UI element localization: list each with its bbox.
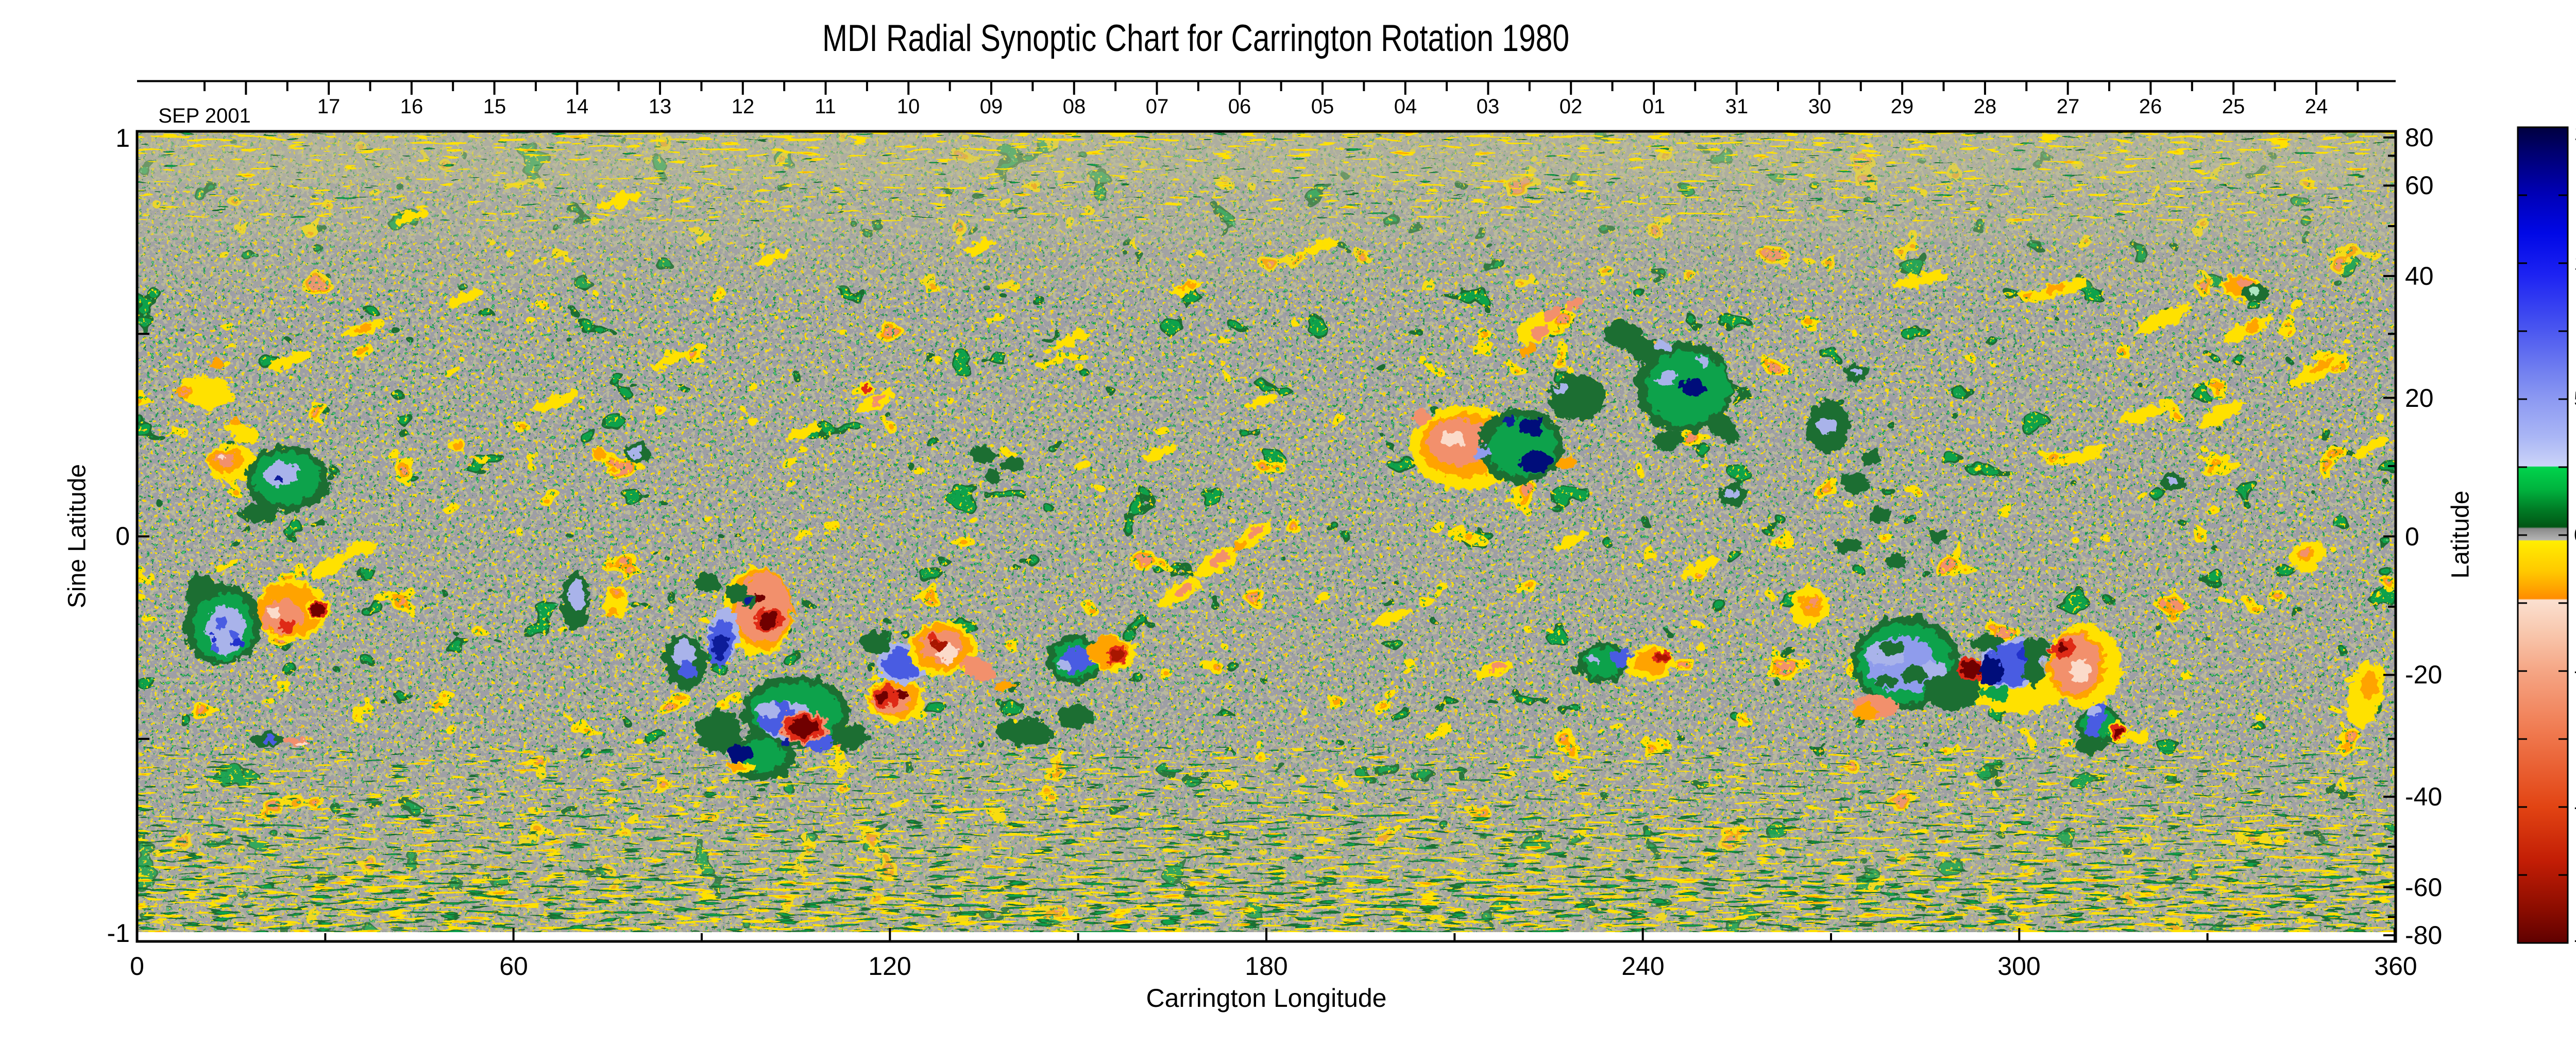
svg-text:17: 17: [317, 95, 341, 118]
svg-text:Sine Latitude: Sine Latitude: [64, 464, 91, 608]
svg-text:MDI Radial Synoptic Chart for: MDI Radial Synoptic Chart for Carrington…: [822, 18, 1569, 59]
svg-text:28: 28: [1974, 95, 1997, 118]
svg-text:11: 11: [815, 95, 836, 118]
svg-text:-60: -60: [2405, 873, 2442, 902]
svg-text:12: 12: [732, 95, 755, 118]
svg-text:13: 13: [649, 95, 672, 118]
svg-text:08: 08: [1063, 95, 1086, 118]
svg-text:27: 27: [2057, 95, 2080, 118]
svg-text:-20: -20: [2405, 660, 2442, 689]
svg-text:15: 15: [483, 95, 506, 118]
svg-text:14: 14: [566, 95, 589, 118]
svg-text:20: 20: [2405, 384, 2434, 413]
svg-text:06: 06: [1228, 95, 1251, 118]
svg-text:240: 240: [1621, 952, 1664, 981]
svg-text:16: 16: [400, 95, 423, 118]
svg-text:26: 26: [2139, 95, 2162, 118]
svg-text:0: 0: [2405, 522, 2419, 551]
svg-text:80: 80: [2405, 123, 2434, 152]
svg-text:Latitude: Latitude: [2447, 491, 2475, 579]
svg-text:-1500: -1500: [2574, 929, 2576, 951]
svg-text:-40: -40: [2405, 782, 2442, 811]
svg-text:360: 360: [2374, 952, 2417, 981]
svg-text:07: 07: [1146, 95, 1169, 118]
svg-text:SEP 2001: SEP 2001: [158, 105, 250, 127]
svg-text:25: 25: [2222, 95, 2245, 118]
svg-text:500: 500: [2574, 388, 2576, 410]
svg-text:-80: -80: [2405, 921, 2442, 950]
svg-text:01: 01: [1642, 95, 1666, 118]
svg-text:300: 300: [1997, 952, 2040, 981]
svg-text:03: 03: [1477, 95, 1500, 118]
svg-text:-1000: -1000: [2574, 796, 2576, 818]
svg-text:1500: 1500: [2574, 122, 2576, 145]
svg-text:40: 40: [2405, 262, 2434, 290]
svg-text:1: 1: [115, 124, 130, 152]
svg-text:60: 60: [2405, 171, 2434, 200]
svg-text:29: 29: [1891, 95, 1914, 118]
svg-text:60: 60: [499, 952, 528, 981]
svg-text:180: 180: [1245, 952, 1287, 981]
svg-text:0: 0: [115, 522, 130, 551]
svg-text:-500: -500: [2574, 660, 2576, 682]
svg-text:24: 24: [2305, 95, 2328, 118]
svg-text:09: 09: [980, 95, 1003, 118]
svg-text:Carrington Longitude: Carrington Longitude: [1146, 984, 1387, 1012]
svg-text:04: 04: [1394, 95, 1417, 118]
svg-text:31: 31: [1725, 95, 1749, 118]
svg-text:02: 02: [1560, 95, 1583, 118]
svg-text:0: 0: [130, 952, 144, 981]
svg-text:30: 30: [1808, 95, 1832, 118]
svg-text:05: 05: [1311, 95, 1334, 118]
svg-text:10: 10: [897, 95, 920, 118]
svg-text:1000: 1000: [2574, 252, 2576, 274]
svg-text:120: 120: [868, 952, 911, 981]
svg-text:-1: -1: [107, 919, 130, 948]
svg-text:0: 0: [2574, 524, 2576, 546]
